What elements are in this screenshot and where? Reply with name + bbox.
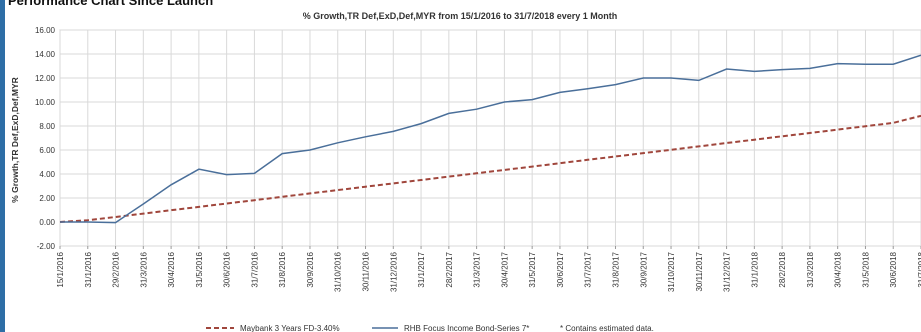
x-tick-label: 30/6/2018 bbox=[889, 251, 898, 287]
x-tick-label: 29/2/2016 bbox=[112, 251, 121, 287]
x-tick-label: 30/11/2017 bbox=[695, 251, 704, 291]
legend-label-rhb: RHB Focus Income Bond-Series 7* bbox=[404, 324, 529, 332]
series-line-rhb bbox=[60, 54, 921, 224]
x-tick-label: 31/1/2018 bbox=[750, 251, 759, 287]
x-tick-label: 30/9/2017 bbox=[639, 251, 648, 287]
x-tick-label: 28/2/2018 bbox=[778, 251, 787, 287]
x-tick-label: 15/1/2016 bbox=[56, 251, 65, 287]
grid bbox=[59, 29, 921, 247]
y-tick-label: 4.00 bbox=[39, 170, 55, 179]
y-tick-label: 2.00 bbox=[39, 194, 55, 203]
x-tick-label: 31/5/2017 bbox=[528, 251, 537, 287]
y-axis-ticks: 16.00 14.00 12.00 10.00 8.00 6.00 4.00 2.00 0.00… bbox=[35, 26, 56, 251]
x-tick-label: 28/2/2017 bbox=[445, 251, 454, 287]
x-tick-label: 31/10/2016 bbox=[334, 251, 343, 292]
x-tick-label: 30/6/2017 bbox=[556, 251, 565, 287]
y-tick-label: 0.00 bbox=[39, 218, 55, 227]
chart-title: % Growth,TR Def,ExD,Def,MYR from 15/1/20… bbox=[303, 11, 618, 21]
y-tick-label: 6.00 bbox=[39, 146, 55, 155]
x-tick-label: 31/3/2018 bbox=[806, 251, 815, 287]
y-tick-label: 8.00 bbox=[39, 122, 55, 131]
x-tick-label: 30/4/2016 bbox=[167, 251, 176, 287]
series-line-maybank bbox=[59, 114, 921, 223]
x-tick-label: 31/7/2018 bbox=[917, 251, 921, 287]
x-tick-label: 30/4/2017 bbox=[500, 251, 509, 287]
legend-footnote: * Contains estimated data. bbox=[560, 324, 654, 332]
panel-accent-bar bbox=[0, 0, 5, 332]
x-tick-label: 31/5/2016 bbox=[195, 251, 204, 287]
x-tick-label: 31/1/2017 bbox=[417, 251, 426, 287]
x-tick-label: 31/12/2016 bbox=[389, 251, 398, 292]
x-tick-label: 31/8/2017 bbox=[611, 251, 620, 287]
x-tick-label: 31/3/2017 bbox=[473, 251, 482, 287]
x-axis-ticks: 15/1/2016 31/1/2016 29/2/2016 31/3/2016 30/4… bbox=[56, 246, 921, 292]
x-tick-label: 30/4/2018 bbox=[834, 251, 843, 287]
section-title: Performance Chart Since Launch bbox=[8, 0, 214, 8]
x-tick-label: 30/11/2016 bbox=[362, 251, 371, 291]
y-tick-label: -2.00 bbox=[37, 242, 56, 251]
x-tick-label: 31/12/2017 bbox=[723, 251, 732, 292]
x-tick-label: 31/8/2016 bbox=[278, 251, 287, 287]
x-tick-label: 31/7/2016 bbox=[250, 251, 259, 287]
x-tick-label: 30/6/2016 bbox=[223, 251, 232, 287]
series-lines bbox=[59, 54, 921, 224]
x-tick-label: 31/7/2017 bbox=[584, 251, 593, 287]
x-tick-label: 31/5/2018 bbox=[861, 251, 870, 287]
x-tick-label: 30/9/2016 bbox=[306, 251, 315, 287]
y-tick-label: 12.00 bbox=[35, 74, 56, 83]
y-tick-label: 14.00 bbox=[35, 50, 56, 59]
y-axis-label: % Growth,TR Def,ExD,Def,MYR bbox=[10, 77, 20, 203]
x-tick-label: 31/3/2016 bbox=[139, 251, 148, 287]
legend: Maybank 3 Years FD-3.40% RHB Focus Incom… bbox=[206, 324, 654, 332]
x-tick-label: 31/10/2017 bbox=[667, 251, 676, 292]
y-tick-label: 16.00 bbox=[35, 26, 56, 35]
x-tick-label: 31/1/2016 bbox=[84, 251, 93, 287]
plot-area bbox=[59, 29, 921, 247]
legend-label-maybank: Maybank 3 Years FD-3.40% bbox=[240, 324, 340, 332]
y-tick-label: 10.00 bbox=[35, 98, 56, 107]
